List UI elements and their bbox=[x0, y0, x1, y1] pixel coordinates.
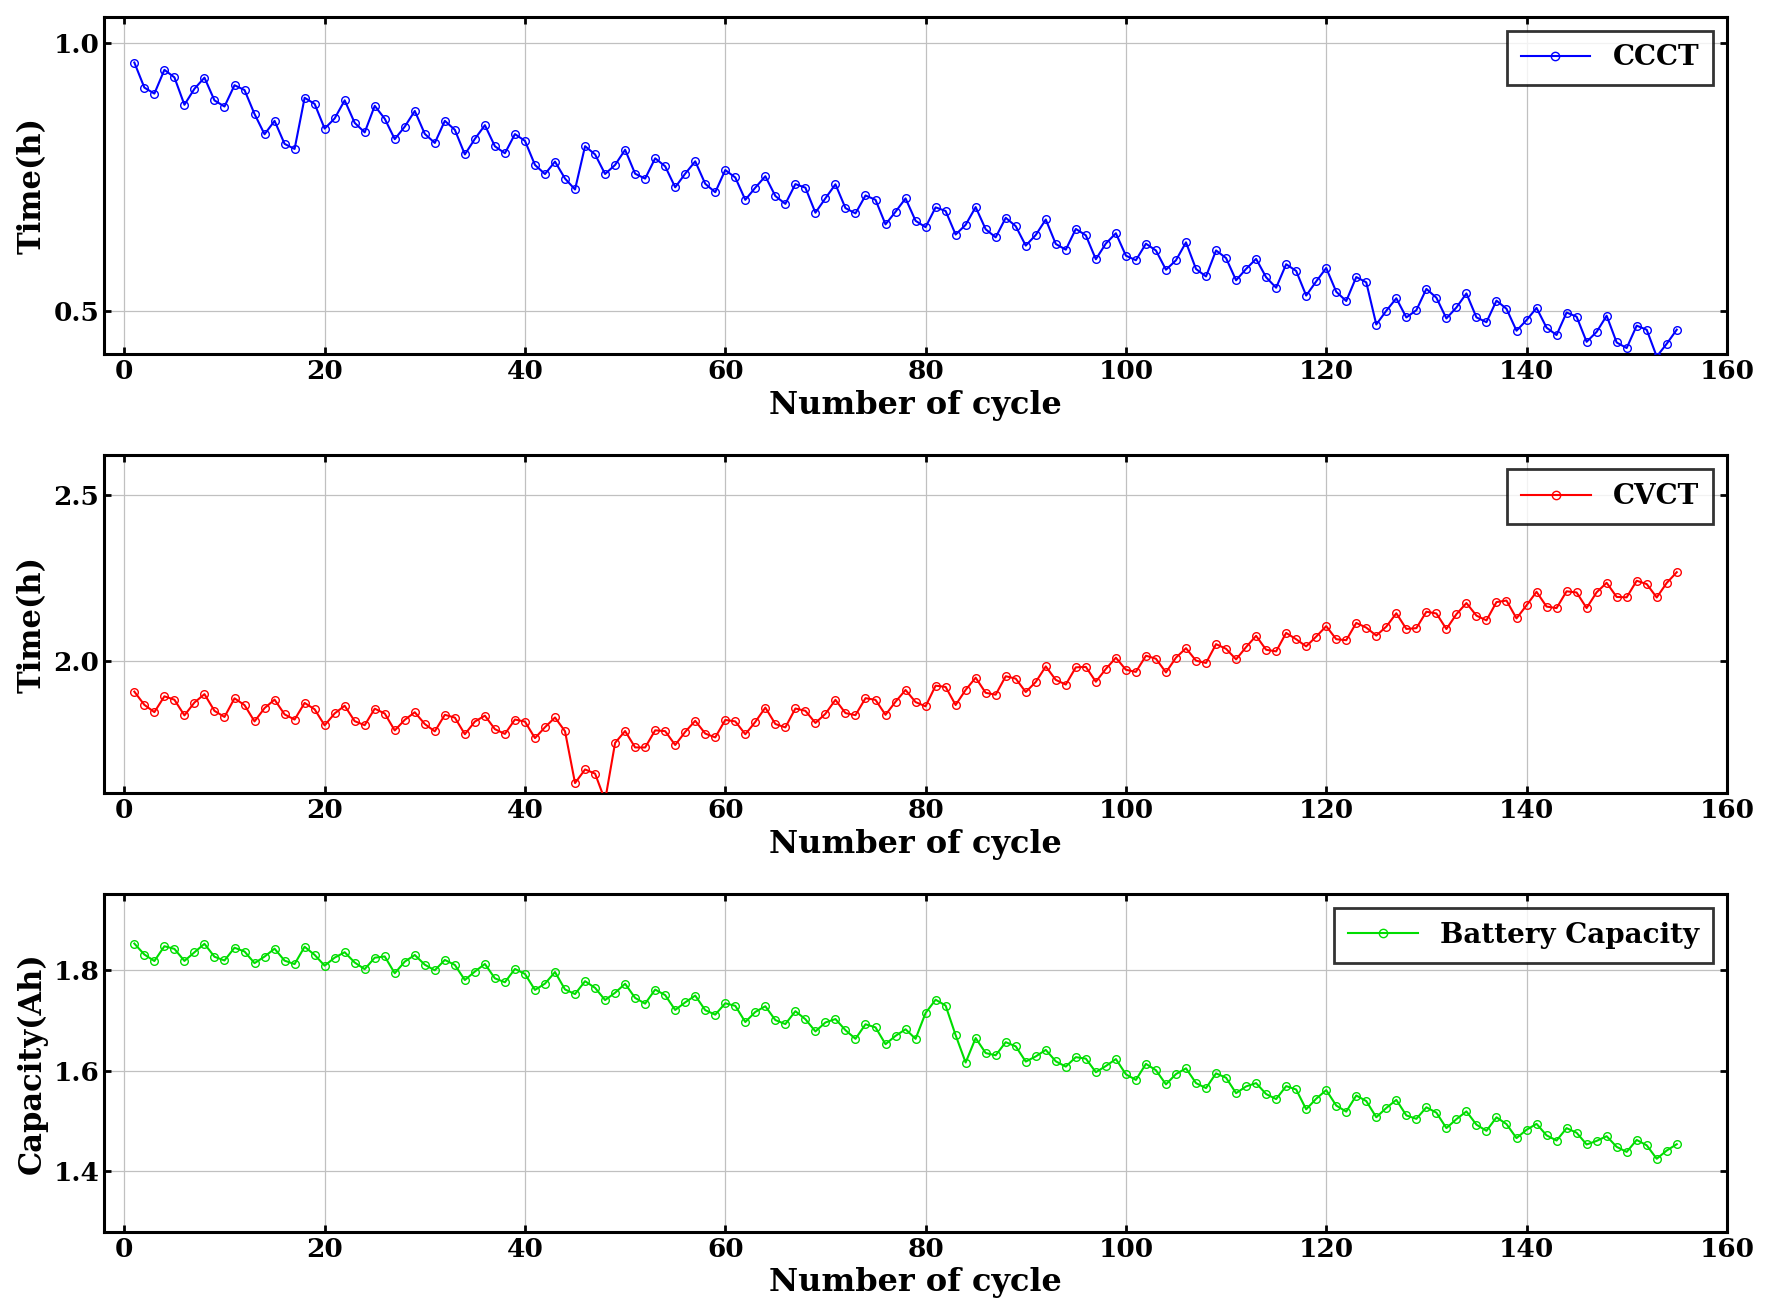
Legend: Battery Capacity: Battery Capacity bbox=[1334, 909, 1713, 963]
Y-axis label: Time(h): Time(h) bbox=[18, 556, 48, 693]
Y-axis label: Time(h): Time(h) bbox=[18, 117, 48, 254]
Legend: CVCT: CVCT bbox=[1507, 469, 1713, 525]
X-axis label: Number of cycle: Number of cycle bbox=[769, 1268, 1063, 1298]
X-axis label: Number of cycle: Number of cycle bbox=[769, 828, 1063, 860]
Legend: CCCT: CCCT bbox=[1507, 30, 1713, 85]
Y-axis label: Capacity(Ah): Capacity(Ah) bbox=[16, 952, 48, 1174]
X-axis label: Number of cycle: Number of cycle bbox=[769, 389, 1063, 421]
